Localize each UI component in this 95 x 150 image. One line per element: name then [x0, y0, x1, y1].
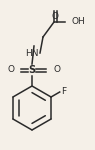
Text: O: O: [7, 66, 14, 75]
Text: HN: HN: [25, 48, 39, 57]
Text: O: O: [51, 12, 59, 21]
Text: F: F: [61, 87, 66, 96]
Text: O: O: [53, 66, 60, 75]
Text: OH: OH: [72, 18, 86, 27]
Text: S: S: [28, 65, 36, 75]
